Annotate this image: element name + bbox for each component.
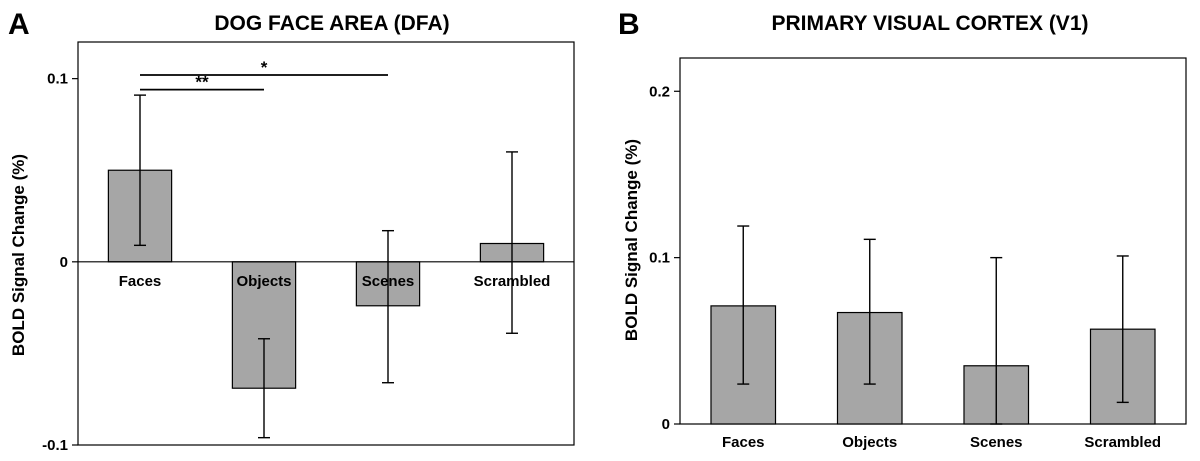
panel-b-category-label-faces: Faces	[722, 434, 765, 451]
panel-b-y-tick-label: 0.2	[649, 83, 670, 100]
panel-b-category-label-scenes: Scenes	[970, 434, 1023, 451]
panel-b-category-label-objects: Objects	[842, 434, 897, 451]
panel-b-y-tick-label: 0.1	[649, 250, 670, 267]
panel-a-y-axis-label: BOLD Signal Change (%)	[9, 154, 28, 356]
panel-b-y-tick-label: 0	[662, 416, 670, 433]
panel-a-error-bar-scenes	[382, 229, 394, 384]
panel-b-y-axis-label: BOLD Signal Change (%)	[622, 139, 641, 341]
panel-b-category-label-scrambled: Scrambled	[1084, 434, 1161, 451]
panel-b-error-bar-faces	[737, 225, 750, 385]
panel-b-error-bar-scenes	[990, 256, 1003, 425]
panel-b-plot-area	[679, 57, 1187, 425]
panel-b-error-bar-objects	[863, 238, 876, 385]
panel-a-y-tick-label: 0.1	[47, 71, 68, 88]
panel-a-error-bar-objects	[258, 338, 270, 439]
panel-a-y-tick-label: 0	[60, 254, 68, 271]
panel-b-error-bar-scrambled	[1116, 255, 1129, 404]
panel-a-significance-label: *	[261, 58, 268, 77]
panel-a-letter: A	[8, 8, 30, 41]
panel-b-chart: B PRIMARY VISUAL CORTEX (V1) BOLD Signal…	[618, 8, 1187, 451]
panel-a-category-label-objects: Objects	[236, 273, 291, 290]
panel-a-plot-area	[77, 41, 575, 446]
panel-a-error-bar-scrambled	[506, 151, 518, 334]
panel-a-y-tick-label: -0.1	[42, 437, 68, 454]
panel-a-error-bar-faces	[134, 94, 146, 247]
panel-a-chart: A DOG FACE AREA (DFA) BOLD Signal Change…	[8, 8, 575, 454]
panel-a-category-label-faces: Faces	[119, 273, 162, 290]
panel-b-title: PRIMARY VISUAL CORTEX (V1)	[772, 12, 1089, 35]
panel-b-letter: B	[618, 8, 640, 41]
panel-a-title: DOG FACE AREA (DFA)	[214, 12, 449, 35]
panel-a-significance-label: **	[195, 73, 209, 92]
